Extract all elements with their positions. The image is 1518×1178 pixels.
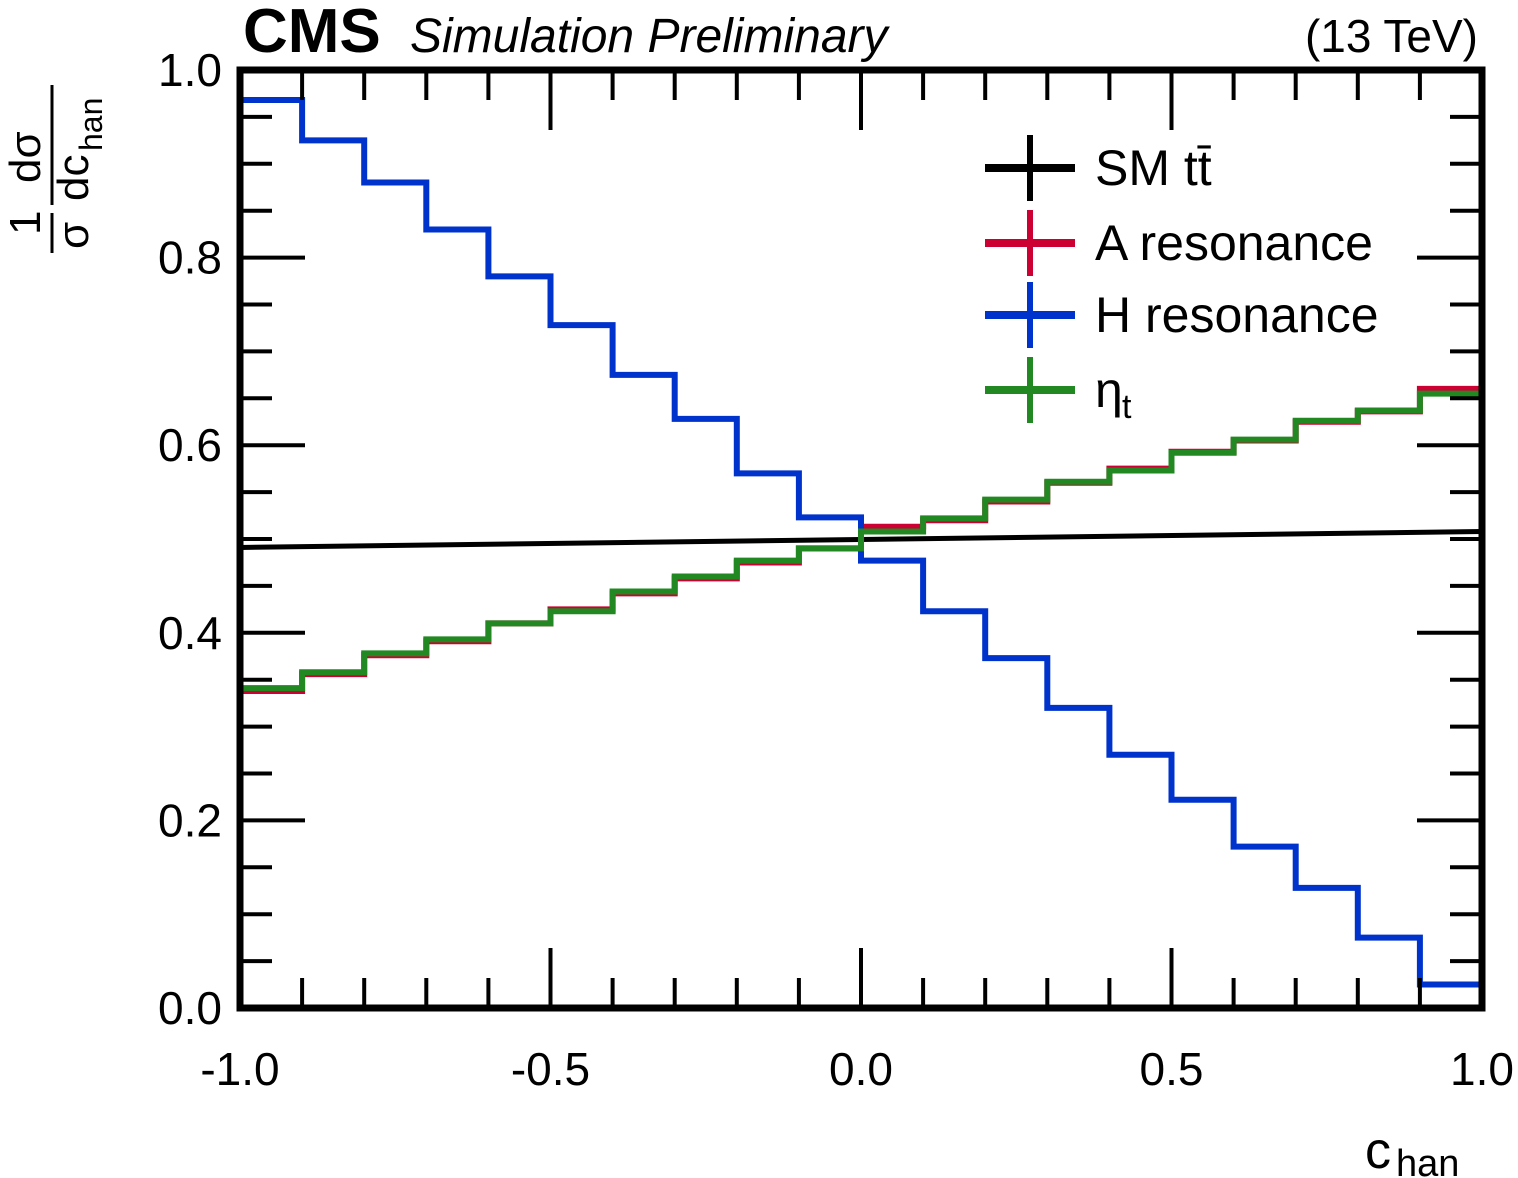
legend: SM tt̄ A resonance H resonance η t: [985, 135, 1379, 426]
x-axis-title: c han: [1365, 1122, 1459, 1178]
y-axis-title-sub: han: [73, 98, 109, 151]
x-axis-title-main: c: [1365, 1122, 1391, 1178]
legend-label: H resonance: [1095, 287, 1379, 343]
y-axis-title-dc: dc: [49, 155, 98, 201]
series-hist-series-3: [240, 390, 1482, 692]
y-tick-label: 0.0: [158, 982, 222, 1034]
x-tick-label: -1.0: [200, 1043, 279, 1095]
plot-frame: [236, 66, 1486, 1012]
tick-layer: -1.0 -0.5 0.0 0.5 1.0 0.0 0.2 0.4 0.6 0.8 1.0: [158, 44, 1514, 1095]
legend-label: η: [1095, 362, 1123, 418]
y-tick-label: 1.0: [158, 44, 222, 96]
y-axis-title: 1 σ dσ dc han: [1, 85, 109, 253]
y-tick-label: 0.2: [158, 794, 222, 846]
y-tick-label: 0.4: [158, 607, 222, 659]
x-axis-title-sub: han: [1396, 1143, 1459, 1178]
y-axis-title-sigma: σ: [49, 222, 98, 249]
series-layer: [239, 97, 1483, 988]
y-axis-title-one: 1: [1, 211, 50, 235]
legend-label: SM tt̄: [1095, 140, 1212, 196]
y-axis-title-dsigma: dσ: [1, 131, 50, 183]
x-tick-label: 0.0: [829, 1043, 893, 1095]
status-label: Simulation Preliminary: [410, 10, 890, 63]
x-tick-label: 0.5: [1140, 1043, 1204, 1095]
experiment-label: CMS: [243, 0, 381, 66]
x-tick-label: -0.5: [511, 1043, 590, 1095]
y-tick-label: 0.8: [158, 232, 222, 284]
energy-label: (13 TeV): [1305, 10, 1478, 62]
legend-label-sub: t: [1122, 388, 1132, 426]
y-tick-label: 0.6: [158, 419, 222, 471]
legend-label: A resonance: [1095, 215, 1373, 271]
x-tick-label: 1.0: [1450, 1043, 1514, 1095]
